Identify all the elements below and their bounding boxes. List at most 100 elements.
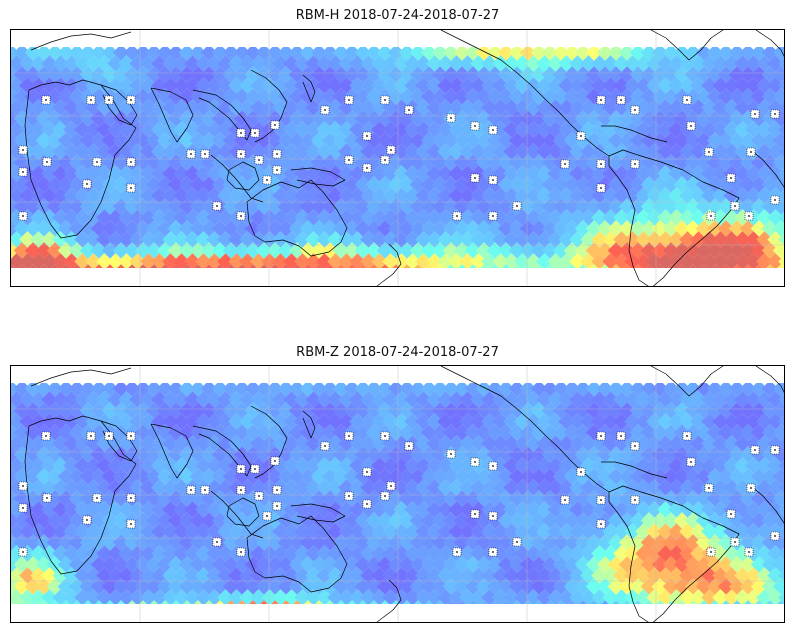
station-marker (470, 173, 480, 183)
station-marker (272, 165, 282, 175)
station-marker (682, 431, 692, 441)
station-marker (488, 547, 498, 557)
station-marker (250, 128, 260, 138)
station-marker (42, 493, 52, 503)
station-marker (254, 491, 264, 501)
station-marker (386, 481, 396, 491)
station-marker (470, 457, 480, 467)
station-marker (92, 493, 102, 503)
station-marker (86, 431, 96, 441)
station-marker (186, 149, 196, 159)
station-marker (488, 125, 498, 135)
station-marker (452, 547, 462, 557)
station-marker (380, 95, 390, 105)
station-marker (446, 113, 456, 123)
station-marker (272, 149, 282, 159)
station-marker (770, 195, 780, 205)
station-marker (126, 95, 136, 105)
graticule (11, 30, 784, 286)
station-marker (404, 441, 414, 451)
station-marker (630, 495, 640, 505)
station-marker (18, 211, 28, 221)
station-marker (488, 461, 498, 471)
station-marker (596, 183, 606, 193)
station-marker (262, 511, 272, 521)
coastlines (24, 366, 784, 622)
station-marker (630, 441, 640, 451)
station-marker (380, 491, 390, 501)
station-marker (104, 95, 114, 105)
station-marker (126, 493, 136, 503)
station-marker (362, 131, 372, 141)
station-marker (596, 431, 606, 441)
station-marker (18, 145, 28, 155)
station-marker (746, 483, 756, 493)
station-marker (750, 109, 760, 119)
station-marker (272, 501, 282, 511)
station-marker (704, 147, 714, 157)
station-marker (344, 431, 354, 441)
station-marker (746, 147, 756, 157)
station-marker (236, 128, 246, 138)
station-marker (616, 95, 626, 105)
station-marker (236, 211, 246, 221)
station-marker (560, 495, 570, 505)
station-marker (104, 431, 114, 441)
station-marker (726, 173, 736, 183)
station-marker (344, 95, 354, 105)
station-marker (770, 445, 780, 455)
station-marker (200, 485, 210, 495)
station-marker (250, 464, 260, 474)
station-marker (344, 155, 354, 165)
station-marker (512, 537, 522, 547)
station-marker (576, 467, 586, 477)
station-marker (512, 201, 522, 211)
station-marker (560, 159, 570, 169)
station-marker (404, 105, 414, 115)
panel-title-h: RBM-H 2018-07-24-2018-07-27 (295, 8, 500, 23)
station-marker (470, 509, 480, 519)
station-marker (596, 159, 606, 169)
station-marker (488, 511, 498, 521)
station-marker (706, 547, 716, 557)
station-marker (92, 157, 102, 167)
station-marker (236, 547, 246, 557)
station-marker (362, 163, 372, 173)
station-marker (41, 431, 51, 441)
station-marker (726, 509, 736, 519)
station-marker (446, 449, 456, 459)
map-panel-h (10, 29, 785, 287)
station-marker (344, 491, 354, 501)
station-marker (186, 485, 196, 495)
station-marker (362, 467, 372, 477)
station-marker (706, 211, 716, 221)
station-marker (200, 149, 210, 159)
station-marker (682, 95, 692, 105)
station-marker (18, 481, 28, 491)
map-panel-z (10, 365, 785, 623)
station-marker (380, 155, 390, 165)
station-marker (686, 121, 696, 131)
station-marker (320, 105, 330, 115)
station-marker (18, 547, 28, 557)
station-marker (126, 431, 136, 441)
station-marker (616, 431, 626, 441)
station-marker (730, 201, 740, 211)
station-marker (272, 485, 282, 495)
station-marker (236, 149, 246, 159)
station-marker (236, 464, 246, 474)
station-marker (452, 211, 462, 221)
station-marker (126, 519, 136, 529)
station-marker (212, 537, 222, 547)
station-marker (770, 531, 780, 541)
station-marker (254, 155, 264, 165)
station-marker (320, 441, 330, 451)
map-canvas-z (11, 366, 784, 622)
station-marker (126, 157, 136, 167)
station-marker (488, 211, 498, 221)
station-marker (704, 483, 714, 493)
station-markers (18, 431, 780, 557)
station-marker (126, 183, 136, 193)
station-marker (212, 201, 222, 211)
station-marker (82, 179, 92, 189)
